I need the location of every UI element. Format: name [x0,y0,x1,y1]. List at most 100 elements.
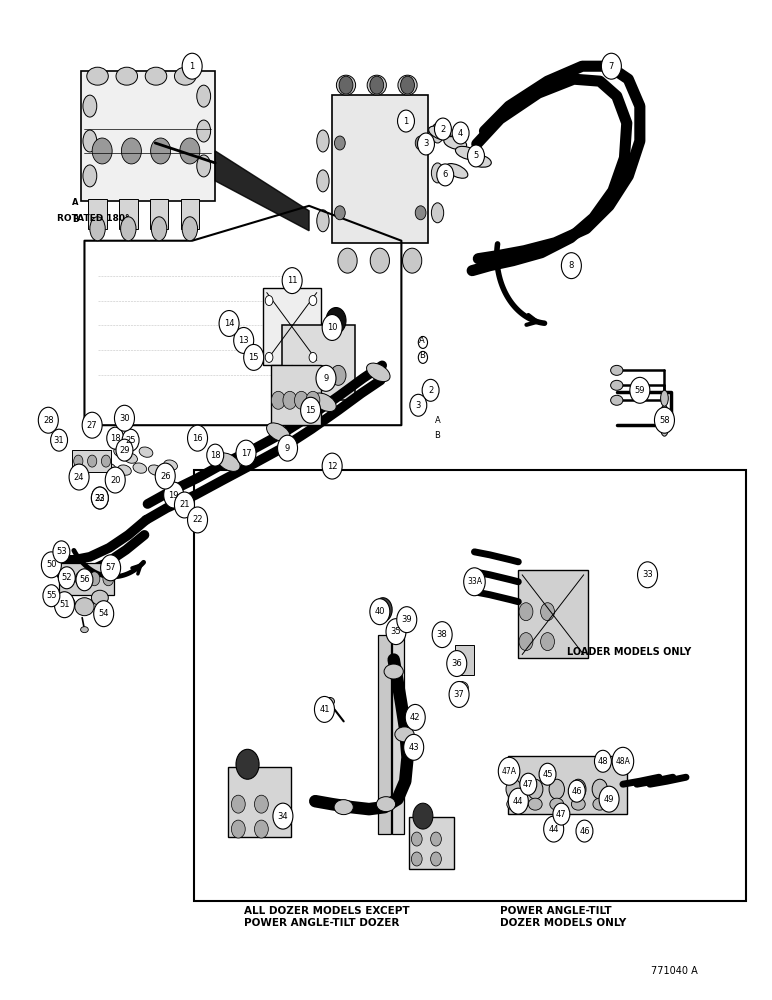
Circle shape [410,394,427,416]
Ellipse shape [661,405,669,421]
Text: 43: 43 [408,743,419,752]
Ellipse shape [337,75,356,95]
Ellipse shape [611,365,623,375]
Circle shape [413,803,433,829]
Text: POWER ANGLE-TILT
DOZER MODELS ONLY: POWER ANGLE-TILT DOZER MODELS ONLY [499,906,626,928]
Text: B: B [435,431,441,440]
Text: B: B [419,351,425,360]
Circle shape [576,820,593,842]
Ellipse shape [197,155,211,177]
Circle shape [188,507,208,533]
Circle shape [93,601,113,627]
Text: A: A [72,198,79,207]
Ellipse shape [120,217,136,241]
Circle shape [418,336,428,348]
Ellipse shape [317,170,329,192]
Ellipse shape [506,779,521,799]
Circle shape [561,253,581,279]
Circle shape [92,138,112,164]
Circle shape [397,607,417,633]
Circle shape [236,440,256,466]
Text: 54: 54 [99,609,109,618]
Circle shape [447,651,467,677]
Text: 48A: 48A [615,757,631,766]
Ellipse shape [86,67,108,85]
Circle shape [315,365,330,385]
Ellipse shape [550,798,564,810]
Text: 33: 33 [642,570,653,579]
Text: 10: 10 [327,323,337,332]
Circle shape [188,425,208,451]
Bar [518,570,587,658]
Circle shape [314,696,334,722]
Circle shape [182,53,202,79]
Polygon shape [215,151,309,231]
Text: 18: 18 [210,451,221,460]
Circle shape [62,572,72,586]
Ellipse shape [398,75,417,95]
Text: 20: 20 [110,476,120,485]
Text: 9: 9 [323,374,329,383]
Text: 48: 48 [598,757,608,766]
Circle shape [498,757,520,785]
Ellipse shape [90,217,105,241]
Circle shape [411,852,422,866]
Circle shape [411,832,422,846]
Ellipse shape [91,590,108,605]
Ellipse shape [317,210,329,232]
Ellipse shape [83,95,96,117]
Ellipse shape [116,67,137,85]
Text: 35: 35 [391,627,401,636]
Circle shape [75,572,86,586]
Circle shape [415,136,426,150]
Circle shape [539,763,556,785]
Text: 7: 7 [608,62,614,71]
Circle shape [543,816,564,842]
Text: 25: 25 [125,436,136,445]
Circle shape [91,487,108,509]
Bar [332,95,428,243]
Ellipse shape [133,463,147,473]
Text: 1: 1 [404,117,408,126]
Text: 2: 2 [428,386,433,395]
Text: 38: 38 [437,630,448,639]
Ellipse shape [145,67,167,85]
Circle shape [116,439,133,461]
Ellipse shape [317,130,329,152]
Circle shape [309,352,317,362]
Text: 44: 44 [548,825,559,834]
Circle shape [330,365,346,385]
Text: 53: 53 [56,547,66,556]
Circle shape [468,145,485,167]
Circle shape [39,407,59,433]
Circle shape [87,455,96,467]
Text: 47: 47 [556,810,567,819]
Circle shape [51,429,67,451]
Bar [282,325,355,400]
Bar [150,199,168,229]
Text: 771040 A: 771040 A [651,966,698,976]
Circle shape [599,786,619,812]
Circle shape [121,138,141,164]
Circle shape [601,53,621,79]
Circle shape [91,487,108,509]
Circle shape [435,118,452,140]
Ellipse shape [182,217,198,241]
Ellipse shape [334,800,354,815]
Text: 24: 24 [74,473,84,482]
Circle shape [244,344,264,370]
Ellipse shape [377,797,395,812]
Circle shape [114,405,134,431]
Ellipse shape [338,248,357,273]
Ellipse shape [164,460,178,470]
Ellipse shape [455,681,469,693]
Circle shape [519,603,533,621]
Ellipse shape [197,120,211,142]
Ellipse shape [124,453,137,463]
Ellipse shape [432,203,444,223]
Text: 32: 32 [94,494,105,503]
Text: 59: 59 [635,386,645,395]
Circle shape [155,463,175,489]
Text: 39: 39 [401,615,412,624]
Bar [181,199,199,229]
